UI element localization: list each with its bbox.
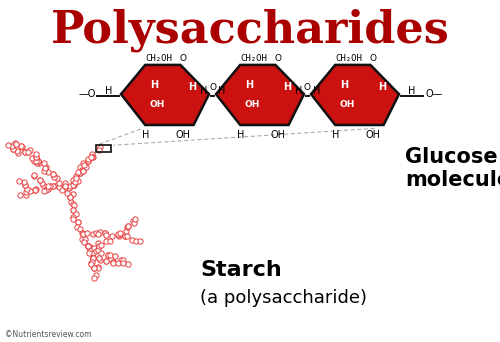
Text: H: H (408, 86, 415, 96)
Text: H: H (142, 130, 149, 140)
Text: H: H (283, 82, 292, 92)
Text: H: H (332, 130, 339, 140)
Text: O—: O— (426, 89, 443, 99)
Text: H: H (150, 80, 158, 90)
Text: Starch: Starch (200, 260, 282, 280)
Text: O: O (275, 54, 282, 63)
Text: O: O (209, 83, 216, 92)
Text: H: H (312, 86, 320, 96)
Text: ©Nutrientsreview.com: ©Nutrientsreview.com (5, 330, 92, 339)
Text: H: H (245, 80, 253, 90)
Text: OH: OH (340, 100, 355, 109)
Text: OH: OH (366, 130, 381, 140)
Text: H: H (236, 130, 244, 140)
Bar (96, 145, 111, 152)
Polygon shape (121, 65, 209, 125)
Text: OH: OH (176, 130, 191, 140)
Text: H: H (295, 86, 302, 96)
Text: H: H (340, 80, 348, 90)
Polygon shape (216, 65, 304, 125)
Polygon shape (311, 65, 399, 125)
Text: Polysaccharides: Polysaccharides (50, 9, 450, 52)
Text: O: O (180, 54, 187, 63)
Text: (a polysaccharide): (a polysaccharide) (200, 289, 367, 307)
Text: O: O (304, 83, 311, 92)
Text: H: H (200, 86, 207, 96)
Text: H: H (218, 86, 225, 96)
Text: CH₂OH: CH₂OH (240, 54, 267, 63)
Text: H: H (188, 82, 196, 92)
Text: OH: OH (244, 100, 260, 109)
Text: CH₂OH: CH₂OH (145, 54, 172, 63)
Text: H: H (378, 82, 386, 92)
Text: CH₂OH: CH₂OH (335, 54, 362, 63)
Text: OH: OH (271, 130, 286, 140)
Text: H: H (105, 86, 112, 96)
Text: O: O (370, 54, 377, 63)
Text: OH: OH (150, 100, 165, 109)
Text: Glucose
molecules: Glucose molecules (405, 147, 500, 190)
Text: —O: —O (78, 89, 96, 99)
